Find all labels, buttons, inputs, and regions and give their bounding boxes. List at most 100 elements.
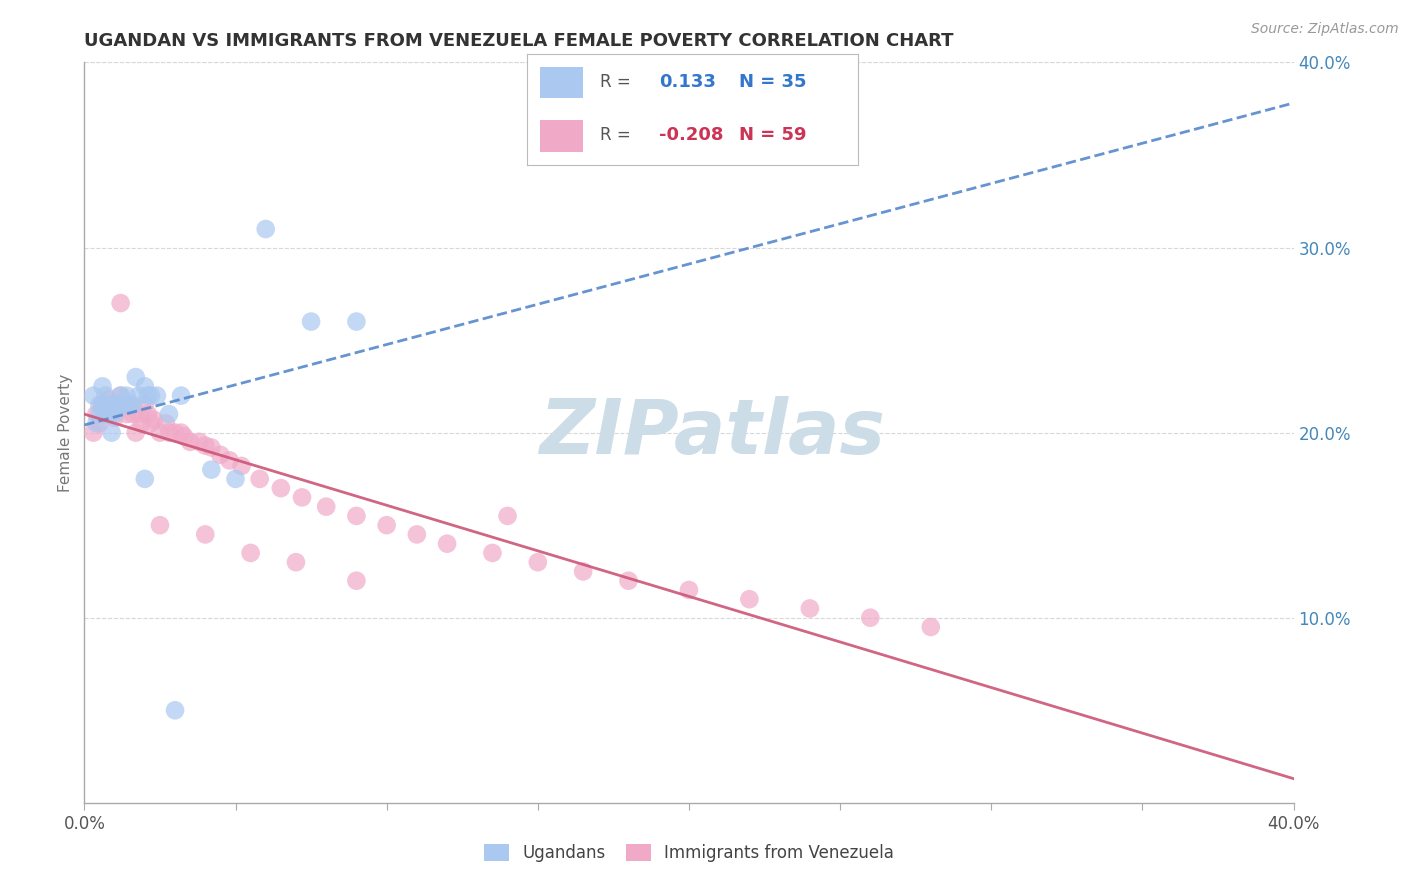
Point	[179, 434, 201, 449]
Point	[173, 429, 195, 443]
Point	[97, 398, 120, 412]
Point	[112, 398, 135, 412]
Point	[118, 398, 141, 412]
Point	[94, 398, 117, 412]
Point	[100, 407, 122, 421]
Point	[225, 472, 247, 486]
Point	[617, 574, 640, 588]
Point	[82, 388, 104, 402]
Point	[375, 518, 398, 533]
Text: Source: ZipAtlas.com: Source: ZipAtlas.com	[1251, 22, 1399, 37]
Point	[920, 620, 942, 634]
Point	[231, 458, 253, 473]
Point	[170, 388, 193, 402]
FancyBboxPatch shape	[540, 67, 583, 98]
Point	[194, 439, 217, 453]
Point	[107, 398, 129, 412]
Point	[110, 296, 132, 310]
Point	[97, 392, 120, 407]
Point	[270, 481, 292, 495]
Point	[139, 388, 162, 402]
Point	[94, 407, 117, 421]
Point	[136, 407, 159, 421]
Point	[125, 425, 148, 440]
Point	[89, 417, 111, 431]
Point	[121, 407, 143, 421]
Point	[188, 434, 211, 449]
Point	[299, 314, 322, 328]
Point	[346, 574, 368, 588]
Point	[146, 388, 169, 402]
Point	[209, 448, 232, 462]
Point	[86, 417, 108, 431]
Text: 0.133: 0.133	[659, 73, 716, 91]
Point	[131, 417, 153, 431]
Text: ZIPatlas: ZIPatlas	[540, 396, 886, 469]
Point	[89, 398, 111, 412]
Text: -0.208: -0.208	[659, 127, 724, 145]
Point	[107, 398, 129, 412]
Point	[859, 610, 882, 624]
Point	[110, 388, 132, 402]
Point	[496, 508, 519, 523]
Point	[436, 536, 458, 550]
Point	[134, 398, 156, 412]
Text: R =: R =	[600, 127, 631, 145]
Point	[346, 314, 368, 328]
Point	[157, 407, 180, 421]
Point	[82, 425, 104, 440]
Point	[86, 407, 108, 421]
Point	[110, 388, 132, 402]
Point	[128, 388, 150, 402]
Point	[121, 398, 143, 412]
Point	[165, 425, 187, 440]
Point	[315, 500, 337, 514]
Point	[100, 425, 122, 440]
Point	[112, 398, 135, 412]
Point	[157, 425, 180, 440]
Point	[104, 407, 127, 421]
Point	[346, 508, 368, 523]
Point	[291, 491, 314, 505]
Point	[118, 398, 141, 412]
Text: R =: R =	[600, 73, 631, 91]
Point	[406, 527, 429, 541]
Text: N = 59: N = 59	[738, 127, 806, 145]
Point	[104, 398, 127, 412]
Point	[678, 582, 700, 597]
Point	[194, 527, 217, 541]
Point	[239, 546, 262, 560]
Point	[89, 407, 111, 421]
Point	[91, 379, 114, 393]
Point	[165, 703, 187, 717]
Y-axis label: Female Poverty: Female Poverty	[58, 374, 73, 491]
Point	[149, 425, 172, 440]
Point	[218, 453, 240, 467]
Point	[200, 441, 222, 455]
Point	[285, 555, 308, 569]
Point	[136, 388, 159, 402]
Point	[128, 407, 150, 421]
Point	[115, 388, 138, 402]
Point	[738, 592, 761, 607]
Point	[249, 472, 271, 486]
Text: UGANDAN VS IMMIGRANTS FROM VENEZUELA FEMALE POVERTY CORRELATION CHART: UGANDAN VS IMMIGRANTS FROM VENEZUELA FEM…	[84, 32, 953, 50]
Point	[149, 518, 172, 533]
Point	[125, 370, 148, 384]
Point	[97, 407, 120, 421]
Point	[134, 472, 156, 486]
Point	[134, 379, 156, 393]
Text: N = 35: N = 35	[738, 73, 806, 91]
Point	[94, 388, 117, 402]
Point	[115, 407, 138, 421]
Point	[527, 555, 550, 569]
Point	[799, 601, 821, 615]
Point	[200, 462, 222, 476]
Point	[139, 417, 162, 431]
Point	[91, 398, 114, 412]
FancyBboxPatch shape	[540, 120, 583, 152]
Point	[170, 425, 193, 440]
Point	[142, 412, 165, 426]
Point	[254, 222, 277, 236]
Point	[572, 565, 595, 579]
